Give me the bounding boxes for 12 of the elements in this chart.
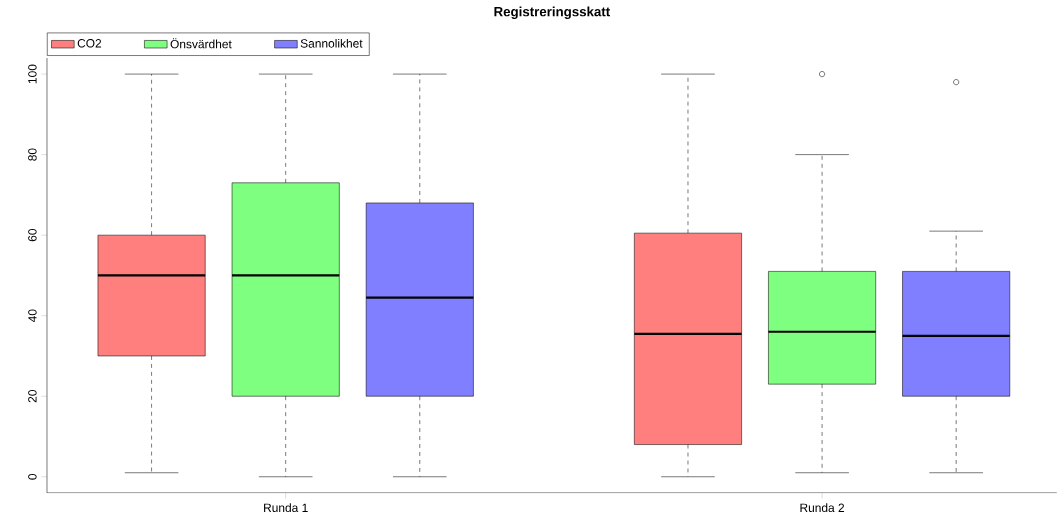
legend-label: Sannolikhet: [300, 38, 363, 48]
y-tick-label: 80: [28, 148, 37, 161]
x-tick-label: Runda 2: [800, 503, 845, 513]
legend-label: CO2: [77, 39, 102, 48]
y-tick-label: 20: [28, 390, 37, 403]
x-tick-label: Runda 1: [264, 503, 308, 513]
y-tick-label: 60: [28, 229, 37, 242]
y-tick-label: 100: [28, 64, 37, 84]
chart-title: Registreringsskatt: [494, 6, 611, 20]
y-tick-label: 40: [28, 309, 37, 323]
legend-label: Önsvärdhet: [170, 38, 232, 49]
y-tick-label: 0: [28, 473, 37, 480]
